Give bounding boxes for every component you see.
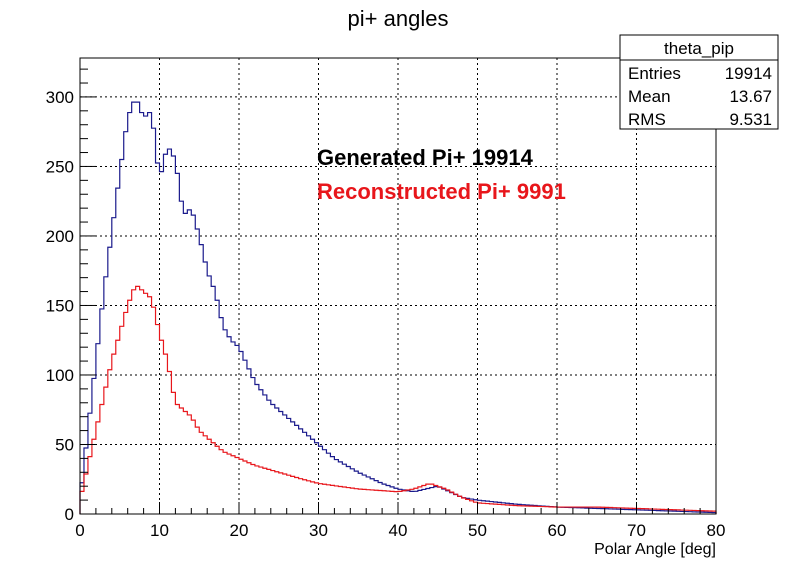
grid (80, 58, 716, 514)
x-tick-label: 20 (230, 521, 249, 540)
x-tick-label: 30 (309, 521, 328, 540)
y-tick-label: 300 (46, 88, 74, 107)
stats-box-frame (619, 34, 779, 130)
y-tick-label: 200 (46, 227, 74, 246)
x-tick-label: 0 (75, 521, 84, 540)
chart-title: pi+ angles (348, 6, 449, 31)
stats-box-name: theta_pip (664, 39, 734, 58)
series-layer (79, 101, 717, 514)
annotation-reconstructed: Reconstructed Pi+ 9991 (317, 179, 566, 204)
y-tick-label: 250 (46, 157, 74, 176)
axis-ticks: 0 10 20 30 40 50 60 70 80 0 50 100 150 200 250 300 (46, 68, 726, 540)
y-tick-label: 0 (65, 505, 74, 524)
x-tick-label: 40 (389, 521, 408, 540)
x-axis-title: Polar Angle [deg] (594, 541, 716, 558)
y-tick-label: 100 (46, 366, 74, 385)
x-tick-label: 50 (468, 521, 487, 540)
histogram-series-1 (79, 285, 717, 514)
y-tick-label: 50 (55, 435, 74, 454)
histogram-series-0 (79, 101, 717, 514)
stats-entries-value: 19914 (725, 64, 772, 83)
x-tick-label: 80 (707, 521, 726, 540)
x-tick-label: 60 (548, 521, 567, 540)
annotation-generated: Generated Pi+ 19914 (317, 145, 534, 170)
stats-rms-label: RMS (628, 110, 666, 129)
stats-mean-value: 13.67 (729, 87, 772, 106)
stats-rms-value: 9.531 (729, 110, 772, 129)
stats-entries-label: Entries (628, 64, 681, 83)
y-tick-label: 150 (46, 296, 74, 315)
x-tick-label: 70 (627, 521, 646, 540)
x-tick-label: 10 (150, 521, 169, 540)
stats-mean-label: Mean (628, 87, 671, 106)
stats-box: theta_pip Entries 19914 Mean 13.67 RMS 9… (619, 34, 779, 130)
